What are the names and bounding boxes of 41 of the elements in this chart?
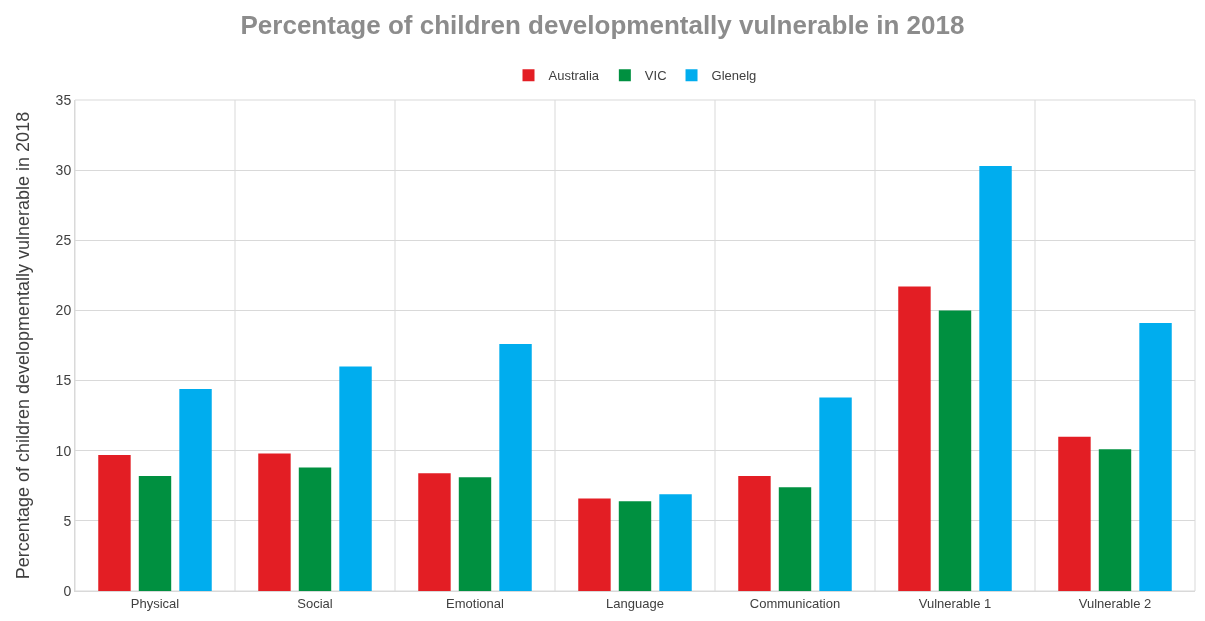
- y-tick-label: 25: [55, 232, 72, 249]
- bar: [298, 467, 332, 591]
- bar: [659, 494, 692, 591]
- bar: [179, 388, 212, 591]
- y-tick-label: 30: [55, 162, 72, 179]
- bar: [979, 165, 1012, 591]
- bar: [819, 397, 852, 591]
- bar: [258, 453, 291, 591]
- y-tick-label: 10: [55, 442, 72, 459]
- bar: [98, 454, 131, 591]
- bar: [1098, 449, 1132, 591]
- x-tick-label: Language: [606, 595, 664, 611]
- bar: [458, 477, 492, 591]
- bar: [738, 475, 771, 591]
- bar: [898, 286, 931, 591]
- bar: [499, 344, 532, 591]
- y-tick-label: 15: [55, 372, 72, 389]
- y-tick-label: 5: [63, 512, 72, 529]
- chart-title: Percentage of children developmentally vulnerable in 2018: [240, 9, 965, 40]
- y-tick-label: 0: [63, 582, 72, 599]
- bar: [618, 501, 652, 591]
- bar: [1139, 323, 1172, 591]
- y-tick-label: 35: [55, 91, 72, 108]
- bar: [1058, 436, 1091, 591]
- bar: [578, 498, 611, 591]
- x-tick-label: Vulnerable 1: [918, 595, 992, 611]
- legend-label: VIC: [644, 68, 667, 84]
- bar: [339, 366, 372, 591]
- bar: [778, 487, 812, 591]
- bar: [418, 473, 451, 591]
- bar: [138, 475, 172, 591]
- y-axis-title: Percentage of children developmentally vulnerable in 2018: [13, 111, 33, 580]
- x-tick-label: Emotional: [446, 595, 505, 611]
- x-tick-label: Vulnerable 2: [1078, 595, 1152, 611]
- bar: [938, 310, 972, 591]
- x-tick-label: Communication: [749, 595, 841, 611]
- legend-label: Glenelg: [711, 68, 757, 84]
- x-tick-label: Social: [297, 595, 333, 611]
- x-tick-label: Physical: [130, 595, 180, 611]
- legend-label: Australia: [548, 68, 600, 84]
- y-tick-label: 20: [55, 302, 72, 319]
